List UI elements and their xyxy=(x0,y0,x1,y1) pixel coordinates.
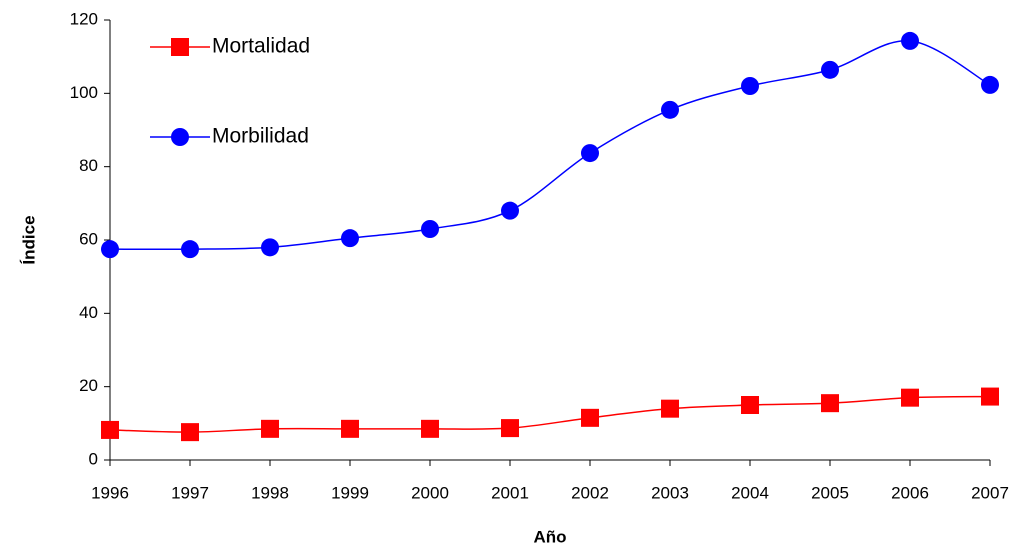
marker xyxy=(181,240,199,259)
marker xyxy=(421,220,439,238)
x-tick-label: 1997 xyxy=(171,483,209,502)
marker xyxy=(581,408,599,427)
marker xyxy=(981,387,999,406)
marker xyxy=(101,420,119,439)
legend-label: Mortalidad xyxy=(212,35,310,58)
marker xyxy=(341,419,359,438)
y-tick-label: 20 xyxy=(79,376,98,395)
x-tick-label: 1999 xyxy=(331,483,369,502)
marker xyxy=(661,399,679,418)
marker xyxy=(101,240,119,259)
marker xyxy=(981,75,999,94)
marker xyxy=(181,423,199,442)
legend-marker xyxy=(171,128,189,146)
marker xyxy=(741,77,759,95)
y-tick-label: 120 xyxy=(70,9,98,28)
x-tick-label: 2000 xyxy=(411,483,449,502)
legend-marker xyxy=(171,38,189,56)
x-tick-label: 2006 xyxy=(891,483,929,502)
marker xyxy=(661,100,679,119)
y-tick-label: 80 xyxy=(79,156,98,175)
y-tick-label: 40 xyxy=(79,303,98,322)
legend-label: Morbilidad xyxy=(212,125,309,148)
marker xyxy=(901,388,919,407)
y-tick-label: 0 xyxy=(89,449,98,468)
x-tick-label: 1998 xyxy=(251,483,289,502)
marker xyxy=(501,419,519,438)
x-tick-label: 2004 xyxy=(731,483,769,502)
marker xyxy=(421,419,439,438)
x-tick-label: 2002 xyxy=(571,483,609,502)
x-tick-label: 1996 xyxy=(91,483,129,502)
x-tick-label: 2007 xyxy=(971,483,1009,502)
marker xyxy=(901,31,919,50)
x-tick-label: 2003 xyxy=(651,483,689,502)
marker xyxy=(741,396,759,414)
series-line xyxy=(109,395,991,433)
x-tick-label: 2005 xyxy=(811,483,849,502)
marker xyxy=(821,60,839,79)
y-tick-label: 60 xyxy=(79,229,98,248)
y-tick-label: 100 xyxy=(70,83,98,102)
marker xyxy=(261,238,279,257)
marker xyxy=(821,394,839,413)
x-tick-label: 2001 xyxy=(491,483,529,502)
marker xyxy=(261,419,279,438)
marker xyxy=(501,201,519,220)
x-axis-title: Año xyxy=(533,527,566,546)
marker xyxy=(341,229,359,248)
y-axis-title: Índice xyxy=(19,215,38,264)
marker xyxy=(581,144,599,163)
